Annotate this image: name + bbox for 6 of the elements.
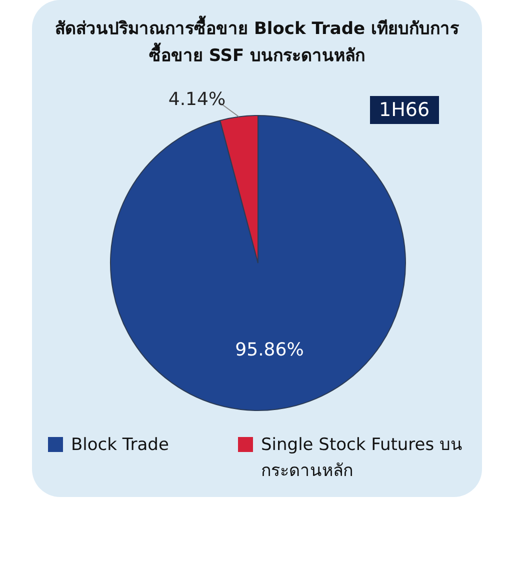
legend-label: Block Trade (71, 434, 169, 457)
data-label: 4.14% (168, 88, 226, 110)
text: 1H66 (370, 96, 439, 124)
chart-title: สัดส่วนปริมาณการซื้อขาย Block Trade เทียบกับการซื้อขาย SSF บนกระดานหลัก (54, 16, 460, 68)
data-label: 95.86% (235, 339, 304, 360)
legend-label: Single Stock Futures บนกระดานหลัก (261, 434, 464, 483)
